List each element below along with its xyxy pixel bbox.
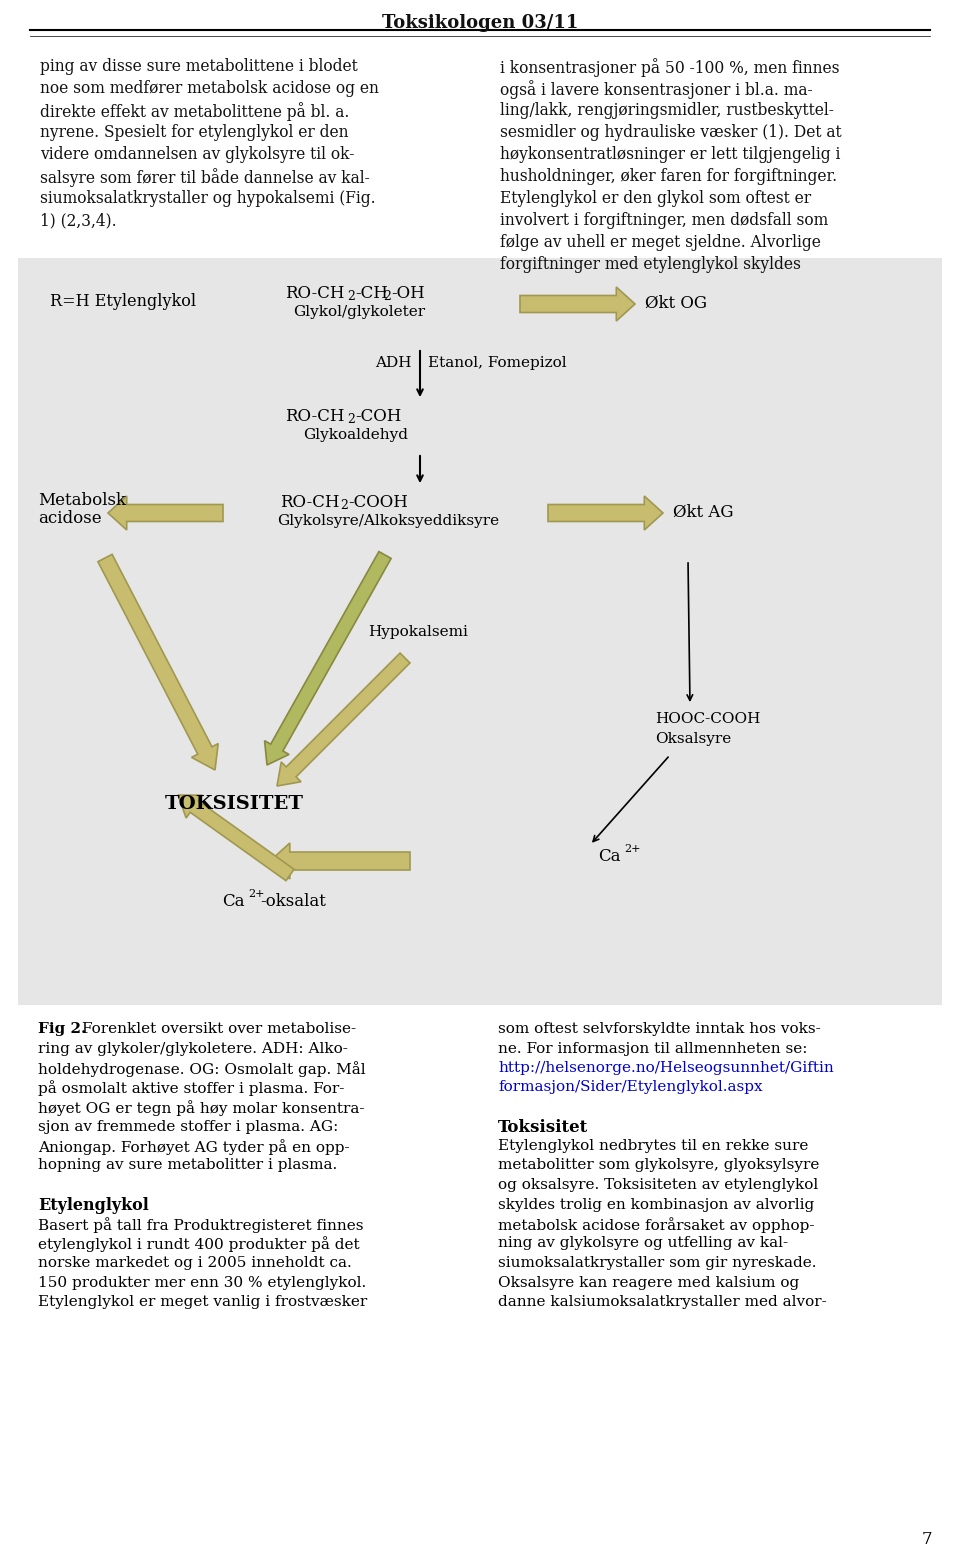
Text: som oftest selvforskyldte inntak hos voks-: som oftest selvforskyldte inntak hos vok… (498, 1022, 821, 1036)
FancyArrow shape (270, 844, 410, 880)
Text: Basert på tall fra Produktregisteret finnes: Basert på tall fra Produktregisteret fin… (38, 1218, 364, 1233)
Text: ling/lakk, rengjøringsmidler, rustbeskyttel-: ling/lakk, rengjøringsmidler, rustbeskyt… (500, 102, 834, 119)
Text: 1) (2,3,4).: 1) (2,3,4). (40, 211, 116, 228)
Text: R=H Etylenglykol: R=H Etylenglykol (50, 293, 196, 310)
Text: siumoksalatkrystaller og hypokalsemi (Fig.: siumoksalatkrystaller og hypokalsemi (Fi… (40, 189, 375, 207)
FancyArrow shape (108, 496, 223, 531)
Text: Toksisitet: Toksisitet (498, 1119, 588, 1136)
Text: TOKSISITET: TOKSISITET (165, 795, 304, 812)
Text: -oksalat: -oksalat (260, 894, 325, 909)
Text: metabolitter som glykolsyre, glyoksylsyre: metabolitter som glykolsyre, glyoksylsyr… (498, 1158, 820, 1172)
Text: husholdninger, øker faren for forgiftninger.: husholdninger, øker faren for forgiftnin… (500, 167, 837, 185)
Text: RO-CH: RO-CH (285, 408, 345, 426)
Text: HOOC-COOH: HOOC-COOH (655, 712, 760, 726)
Text: 2: 2 (347, 413, 355, 426)
Text: ping av disse sure metabolittene i blodet: ping av disse sure metabolittene i blode… (40, 58, 358, 75)
Text: acidose: acidose (38, 510, 102, 527)
Text: forgiftninger med etylenglykol skyldes: forgiftninger med etylenglykol skyldes (500, 257, 801, 272)
FancyArrow shape (178, 795, 294, 881)
Text: formasjon/Sider/Etylenglykol.aspx: formasjon/Sider/Etylenglykol.aspx (498, 1080, 762, 1094)
Text: -COOH: -COOH (348, 495, 408, 512)
Text: hopning av sure metabolitter i plasma.: hopning av sure metabolitter i plasma. (38, 1158, 337, 1172)
Text: -OH: -OH (391, 285, 424, 302)
Text: 7: 7 (922, 1531, 932, 1548)
Text: RO-CH: RO-CH (280, 495, 340, 512)
Text: Hypokalsemi: Hypokalsemi (368, 624, 468, 639)
Text: Aniongap. Forhøyet AG tyder på en opp-: Aniongap. Forhøyet AG tyder på en opp- (38, 1139, 349, 1155)
Text: høykonsentratløsninger er lett tilgjengelig i: høykonsentratløsninger er lett tilgjenge… (500, 146, 840, 163)
Text: noe som medfører metabolsk acidose og en: noe som medfører metabolsk acidose og en (40, 80, 379, 97)
Text: Etylenglykol: Etylenglykol (38, 1197, 149, 1214)
Text: også i lavere konsentrasjoner i bl.a. ma-: også i lavere konsentrasjoner i bl.a. ma… (500, 80, 812, 99)
Text: ring av glykoler/glykoletere. ADH: Alko-: ring av glykoler/glykoletere. ADH: Alko- (38, 1041, 348, 1055)
Text: Forenklet oversikt over metabolise-: Forenklet oversikt over metabolise- (82, 1022, 356, 1036)
Text: Toksikologen 03/11: Toksikologen 03/11 (382, 14, 578, 31)
Text: Økt OG: Økt OG (645, 294, 707, 311)
FancyArrow shape (265, 551, 391, 765)
FancyArrow shape (520, 286, 635, 321)
Text: Etylenglykol er den glykol som oftest er: Etylenglykol er den glykol som oftest er (500, 189, 811, 207)
Text: sjon av fremmede stoffer i plasma. AG:: sjon av fremmede stoffer i plasma. AG: (38, 1119, 338, 1133)
Text: -CH: -CH (355, 285, 388, 302)
Text: sesmidler og hydrauliske væsker (1). Det at: sesmidler og hydrauliske væsker (1). Det… (500, 124, 842, 141)
Text: 2: 2 (347, 290, 355, 304)
Text: siumoksalatkrystaller som gir nyreskade.: siumoksalatkrystaller som gir nyreskade. (498, 1257, 817, 1271)
Text: høyet OG er tegn på høy molar konsentra-: høyet OG er tegn på høy molar konsentra- (38, 1100, 365, 1116)
Text: metabolsk acidose forårsaket av opphop-: metabolsk acidose forårsaket av opphop- (498, 1218, 814, 1233)
FancyArrow shape (548, 496, 663, 531)
Text: salsyre som fører til både dannelse av kal-: salsyre som fører til både dannelse av k… (40, 167, 370, 186)
Text: 150 produkter mer enn 30 % etylenglykol.: 150 produkter mer enn 30 % etylenglykol. (38, 1275, 367, 1290)
Text: norske markedet og i 2005 inneholdt ca.: norske markedet og i 2005 inneholdt ca. (38, 1257, 351, 1271)
Text: i konsentrasjoner på 50 -100 %, men finnes: i konsentrasjoner på 50 -100 %, men finn… (500, 58, 839, 77)
Text: 2+: 2+ (248, 889, 265, 898)
Text: Etylenglykol er meget vanlig i frostvæsker: Etylenglykol er meget vanlig i frostvæsk… (38, 1294, 368, 1308)
Text: Fig 2.: Fig 2. (38, 1022, 86, 1036)
Text: 2: 2 (383, 290, 391, 304)
Text: ne. For informasjon til allmennheten se:: ne. For informasjon til allmennheten se: (498, 1041, 807, 1055)
Text: RO-CH: RO-CH (285, 285, 345, 302)
Text: og oksalsyre. Toksisiteten av etylenglykol: og oksalsyre. Toksisiteten av etylenglyk… (498, 1178, 818, 1193)
Text: Økt AG: Økt AG (673, 504, 733, 521)
FancyBboxPatch shape (18, 258, 942, 1005)
Text: nyrene. Spesielt for etylenglykol er den: nyrene. Spesielt for etylenglykol er den (40, 124, 348, 141)
Text: Etanol, Fomepizol: Etanol, Fomepizol (428, 355, 566, 369)
FancyArrow shape (277, 653, 410, 786)
FancyArrow shape (98, 554, 218, 770)
Text: Glykol/glykoleter: Glykol/glykoleter (293, 305, 425, 319)
Text: Oksalsyre: Oksalsyre (655, 732, 732, 747)
Text: skyldes trolig en kombinasjon av alvorlig: skyldes trolig en kombinasjon av alvorli… (498, 1197, 814, 1211)
Text: Metabolsk: Metabolsk (38, 491, 126, 509)
Text: ning av glykolsyre og utfelling av kal-: ning av glykolsyre og utfelling av kal- (498, 1236, 788, 1250)
Text: -COH: -COH (355, 408, 401, 426)
Text: Ca: Ca (598, 848, 620, 865)
Text: Etylenglykol nedbrytes til en rekke sure: Etylenglykol nedbrytes til en rekke sure (498, 1139, 808, 1153)
Text: videre omdannelsen av glykolsyre til ok-: videre omdannelsen av glykolsyre til ok- (40, 146, 354, 163)
Text: Glykoaldehyd: Glykoaldehyd (303, 427, 408, 441)
Text: Glykolsyre/Alkoksyeddiksyre: Glykolsyre/Alkoksyeddiksyre (277, 513, 499, 527)
Text: Ca: Ca (222, 894, 245, 909)
Text: ADH: ADH (375, 355, 412, 369)
Text: direkte effekt av metabolittene på bl. a.: direkte effekt av metabolittene på bl. a… (40, 102, 349, 121)
Text: 2: 2 (340, 499, 348, 512)
Text: danne kalsiumoksalatkrystaller med alvor-: danne kalsiumoksalatkrystaller med alvor… (498, 1294, 827, 1308)
Text: på osmolalt aktive stoffer i plasma. For-: på osmolalt aktive stoffer i plasma. For… (38, 1080, 345, 1097)
Text: følge av uhell er meget sjeldne. Alvorlige: følge av uhell er meget sjeldne. Alvorli… (500, 235, 821, 250)
Text: involvert i forgiftninger, men dødsfall som: involvert i forgiftninger, men dødsfall … (500, 211, 828, 228)
Text: Oksalsyre kan reagere med kalsium og: Oksalsyre kan reagere med kalsium og (498, 1275, 800, 1290)
Text: holdehydrogenase. OG: Osmolalt gap. Mål: holdehydrogenase. OG: Osmolalt gap. Mål (38, 1061, 366, 1077)
Text: 2+: 2+ (624, 844, 640, 854)
Text: etylenglykol i rundt 400 produkter på det: etylenglykol i rundt 400 produkter på de… (38, 1236, 360, 1252)
Text: http://helsenorge.no/Helseogsunnhet/Giftin: http://helsenorge.no/Helseogsunnhet/Gift… (498, 1061, 833, 1075)
